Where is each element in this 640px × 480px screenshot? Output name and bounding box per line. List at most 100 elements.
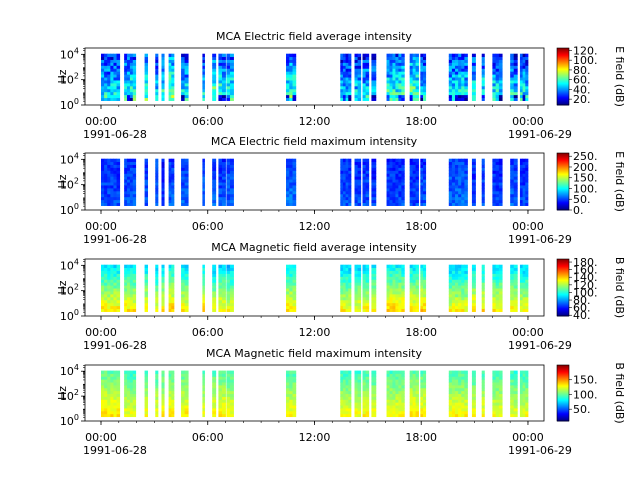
spectrogram-cell bbox=[124, 293, 128, 298]
spectrogram-cell bbox=[392, 196, 396, 201]
spectrogram-cell bbox=[448, 196, 453, 201]
spectrogram-cell bbox=[510, 382, 515, 386]
spectrogram-cell bbox=[389, 185, 393, 189]
spectrogram-cell bbox=[357, 267, 362, 271]
spectrogram-cell bbox=[395, 288, 399, 292]
spectrogram-cell bbox=[461, 56, 465, 60]
spectrogram-cell bbox=[171, 173, 175, 177]
spectrogram-cell bbox=[510, 293, 515, 298]
spectrogram-cell bbox=[132, 267, 137, 271]
spectrogram-cell bbox=[398, 176, 402, 180]
spectrogram-cell bbox=[458, 291, 462, 295]
spectrogram-cell bbox=[104, 74, 108, 78]
spectrogram-cell bbox=[464, 408, 468, 412]
spectrogram-cell bbox=[415, 302, 419, 307]
spectrogram-cell bbox=[110, 161, 114, 165]
colorbar-swatch bbox=[557, 416, 569, 418]
spectrogram-cell bbox=[144, 82, 149, 87]
spectrogram-cell bbox=[155, 82, 159, 87]
spectrogram-cell bbox=[229, 370, 234, 374]
colorbar-swatch bbox=[557, 294, 569, 296]
spectrogram-cell bbox=[202, 91, 205, 96]
spectrogram-cell bbox=[127, 276, 131, 280]
spectrogram-cell bbox=[386, 370, 390, 374]
colorbar-swatch bbox=[557, 306, 569, 308]
spectrogram-cell bbox=[401, 74, 405, 78]
spectrogram-cell bbox=[132, 282, 137, 286]
spectrogram-cell bbox=[292, 402, 297, 406]
spectrogram-cell bbox=[289, 53, 293, 58]
spectrogram-cell bbox=[513, 185, 518, 189]
spectrogram-cell bbox=[362, 276, 367, 280]
spectrogram-cell bbox=[184, 376, 189, 380]
spectrogram-cell bbox=[451, 302, 456, 307]
spectrogram-cell bbox=[181, 199, 186, 204]
spectrogram-cell bbox=[448, 370, 453, 374]
spectrogram-cell bbox=[448, 302, 453, 307]
spectrogram-cell bbox=[348, 405, 352, 409]
spectrogram-cell bbox=[107, 405, 111, 409]
spectrogram-cell bbox=[110, 291, 114, 295]
x-tick-label: 12:00 bbox=[299, 220, 331, 233]
spectrogram-cell bbox=[345, 402, 349, 406]
spectrogram-cell bbox=[218, 170, 223, 174]
spectrogram-cell bbox=[171, 56, 175, 60]
spectrogram-cell bbox=[127, 370, 131, 374]
spectrogram-cell bbox=[218, 158, 223, 163]
spectrogram-cell bbox=[409, 396, 414, 400]
spectrogram-cell bbox=[168, 408, 172, 412]
colorbar-swatch bbox=[557, 268, 569, 270]
spectrogram-cell bbox=[451, 193, 456, 198]
spectrogram-cell bbox=[286, 71, 290, 75]
colorbar-swatch bbox=[557, 386, 569, 388]
spectrogram-cell bbox=[113, 270, 117, 274]
spectrogram-cell bbox=[127, 161, 131, 165]
spectrogram-cell bbox=[132, 56, 137, 60]
colorbar-swatch bbox=[557, 305, 569, 307]
colorbar-swatch bbox=[557, 297, 569, 299]
spectrogram-cell bbox=[107, 53, 111, 58]
spectrogram-cell bbox=[362, 376, 367, 380]
spectrogram-cell bbox=[127, 53, 131, 58]
spectrogram-cell bbox=[519, 393, 524, 397]
spectrogram-cell bbox=[144, 182, 149, 186]
spectrogram-cell bbox=[401, 190, 405, 195]
spectrogram-cell bbox=[458, 302, 462, 307]
spectrogram-cell bbox=[292, 56, 297, 60]
spectrogram-cell bbox=[423, 299, 427, 304]
spectrogram-cell bbox=[129, 68, 134, 72]
spectrogram-cell bbox=[155, 196, 159, 201]
spectrogram-cell bbox=[221, 382, 226, 386]
spectrogram-cell bbox=[345, 279, 349, 283]
spectrogram-cell bbox=[101, 410, 105, 415]
spectrogram-cell bbox=[202, 405, 205, 409]
spectrogram-cell bbox=[401, 164, 405, 168]
spectrogram-cell bbox=[129, 190, 134, 195]
colorbar-swatch bbox=[557, 155, 569, 158]
spectrogram-cell bbox=[229, 68, 234, 72]
spectrogram-cell bbox=[495, 161, 500, 165]
spectrogram-cell bbox=[365, 173, 370, 177]
spectrogram-cell bbox=[389, 91, 393, 96]
spectrogram-cell bbox=[212, 276, 217, 280]
spectrogram-cell bbox=[110, 299, 114, 304]
spectrogram-cell bbox=[409, 382, 414, 386]
spectrogram-cell bbox=[519, 91, 524, 96]
spectrogram-cell bbox=[212, 288, 217, 292]
spectrogram-cell bbox=[181, 302, 186, 307]
spectrogram-cell bbox=[113, 302, 117, 307]
spectrogram-cell bbox=[481, 167, 485, 171]
spectrogram-cell bbox=[354, 62, 359, 66]
spectrogram-cell bbox=[202, 68, 205, 72]
spectrogram-cell bbox=[398, 305, 402, 310]
spectrogram-cell bbox=[461, 85, 465, 90]
spectrogram-cell bbox=[357, 270, 362, 274]
spectrogram-cell bbox=[340, 384, 344, 389]
spectrogram-cell bbox=[113, 390, 117, 395]
spectrogram-cell bbox=[448, 376, 453, 380]
colorbar-tick-label: 150. bbox=[573, 374, 598, 387]
spectrogram-cell bbox=[392, 170, 396, 174]
spectrogram-cell bbox=[289, 193, 293, 198]
spectrogram-cell bbox=[101, 170, 105, 174]
spectrogram-cell bbox=[212, 53, 217, 58]
